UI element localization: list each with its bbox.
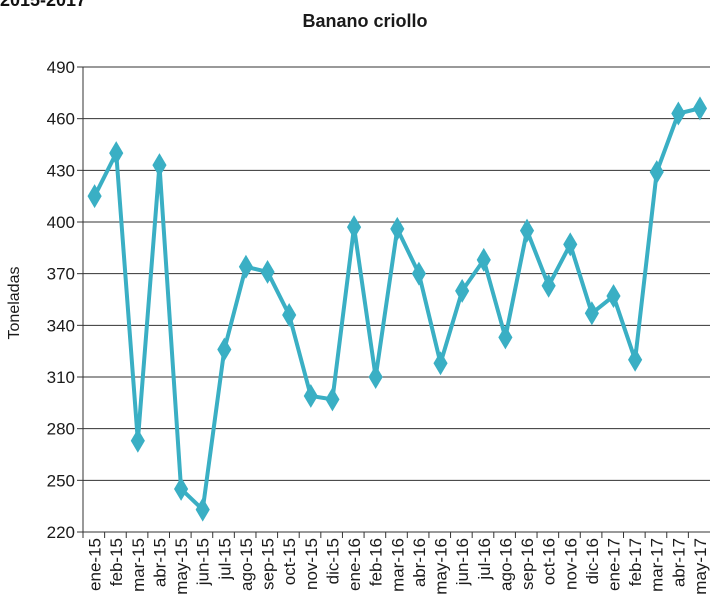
x-tick-label: jul-15 [215,538,234,581]
x-tick-label: abr-16 [410,538,429,587]
x-tick-label: feb-15 [107,538,126,586]
x-tick-label: abr-15 [150,538,169,587]
data-point-marker [411,261,426,286]
axes [77,66,710,538]
y-tick-labels: 220 250 280 310 340 370 400 430 460 490 [47,58,75,542]
data-point-marker [152,153,167,178]
x-tick-label: dic-16 [583,538,602,584]
x-tick-label: nov-15 [302,538,321,590]
data-point-marker [174,476,189,501]
gridlines [83,66,710,481]
x-tick-label: ene-15 [86,538,105,591]
x-tick-label: jul-16 [475,538,494,581]
data-series [87,96,708,522]
x-tick-label: may-17 [691,538,710,595]
data-point-marker [87,184,102,209]
y-tick-label: 310 [47,368,75,387]
x-tick-label: feb-16 [367,538,386,586]
data-point-marker [368,365,383,389]
x-tick-label: ene-17 [604,538,623,591]
y-tick-label: 370 [47,265,75,284]
x-tick-label: oct-15 [280,538,299,585]
x-tick-label: mar-15 [129,538,148,592]
y-tick-label: 430 [47,161,75,180]
data-point-marker [692,96,708,121]
data-point-marker [238,254,254,279]
data-point-marker [563,232,578,257]
data-point-marker [455,278,470,303]
y-tick-label: 490 [47,58,75,77]
data-point-marker [584,301,599,326]
y-axis-label: Toneladas [6,267,23,340]
x-tick-label: sep-16 [518,538,537,590]
data-point-marker [433,351,448,376]
x-tick-label: mar-16 [388,538,407,592]
x-tick-label: ene-16 [345,538,364,591]
y-tick-label: 250 [47,471,75,490]
x-tick-label: ago-15 [237,538,256,591]
y-tick-label: 220 [47,523,75,542]
data-point-marker [498,325,513,350]
data-point-marker [195,497,210,522]
data-point-marker [671,101,686,126]
data-point-marker [628,347,643,372]
data-point-marker [346,215,362,240]
data-point-marker [217,337,232,362]
data-point-marker [390,216,405,241]
data-point-marker [325,387,340,412]
data-point-marker [282,303,297,327]
x-tick-label: dic-15 [323,538,342,584]
data-point-marker [109,141,124,166]
data-point-marker [476,247,491,272]
x-tick-label: oct-16 [540,538,559,585]
x-tick-label: may-16 [432,538,451,595]
x-tick-label: jun-16 [453,538,472,586]
x-tick-label: abr-17 [669,538,688,587]
x-tick-label: sep-15 [259,538,278,590]
data-point-marker [541,273,556,298]
series-line [92,106,701,512]
y-tick-label: 280 [47,420,75,439]
data-point-marker [130,428,145,453]
x-tick-label: feb-17 [626,538,645,586]
x-tick-label: nov-16 [561,538,580,590]
y-tick-label: 460 [47,110,75,129]
chart-title: Banano criollo [302,11,427,31]
y-tick-label: 400 [47,213,75,232]
x-tick-label: mar-17 [648,538,667,592]
partial-header-text: 2015-2017 [0,0,87,10]
data-point-marker [260,259,275,284]
x-tick-label: jun-15 [194,538,213,586]
x-tick-label: may-15 [172,538,191,595]
x-tick-label: ago-16 [496,538,515,591]
data-point-marker [606,284,621,309]
x-tick-labels: ene-15 feb-15 mar-15 abr-15 may-15 jun-15 jul-… [86,538,710,595]
data-point-marker [303,383,318,408]
data-point-marker [649,160,664,185]
y-tick-label: 340 [47,316,75,335]
data-point-marker [519,218,535,243]
